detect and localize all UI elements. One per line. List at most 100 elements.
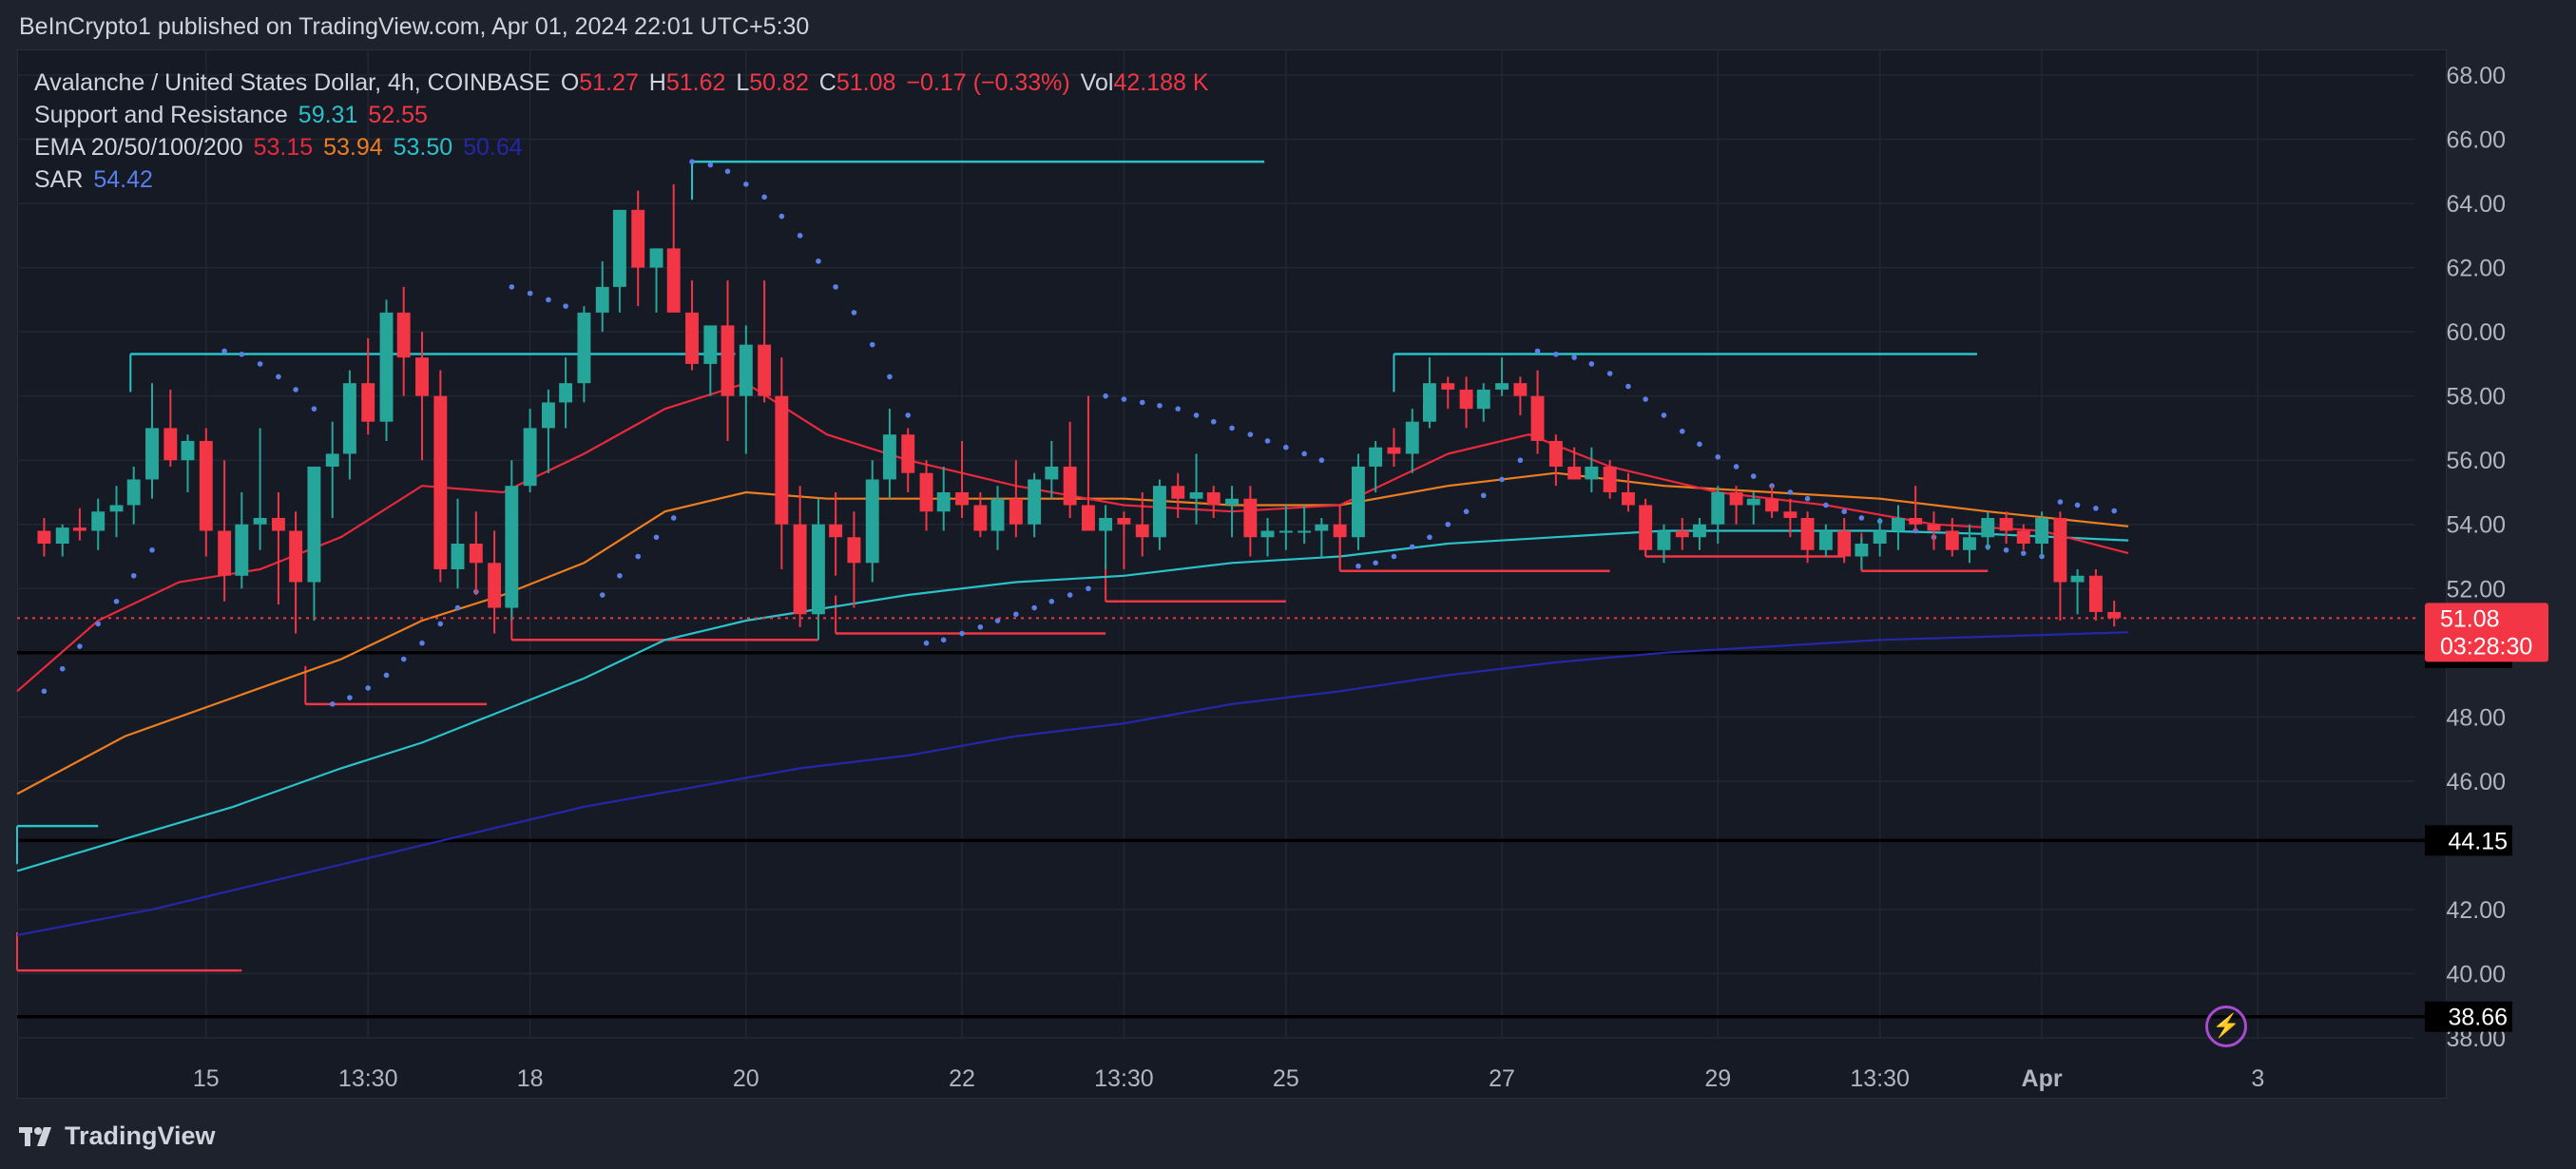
candle-body (973, 505, 988, 531)
sar-dot (1534, 348, 1541, 355)
candle-body (289, 530, 303, 583)
candle-body (307, 466, 321, 583)
sar-dot (1463, 508, 1470, 515)
x-tick-label: Apr (2022, 1065, 2063, 1092)
sar-dot (1823, 502, 1829, 508)
candle-body (1243, 498, 1258, 538)
candle-body (72, 527, 87, 531)
candle-body (1117, 517, 1131, 525)
sar-dot (670, 515, 677, 521)
x-tick-label: 13:30 (338, 1065, 398, 1092)
candle-body (758, 344, 772, 396)
x-tick-label: 29 (1704, 1065, 1731, 1092)
legend-sr-row[interactable]: Support and Resistance 59.31 52.55 (34, 99, 1213, 131)
sar-dot (311, 406, 317, 412)
sar-indicator-label: SAR (34, 166, 84, 193)
candle-body (612, 209, 626, 287)
sar-dot (1175, 406, 1182, 412)
candle-body (1459, 389, 1473, 410)
candle-body (55, 527, 69, 544)
x-tick-label: 13:30 (1094, 1065, 1154, 1092)
sar-dot (2020, 550, 2027, 556)
sar-dot (724, 168, 731, 175)
candle-body (685, 312, 699, 364)
sar-dot (1588, 361, 1595, 367)
ema200-value: 50.64 (463, 134, 523, 161)
candle-body (488, 563, 502, 608)
sar-dot (1355, 563, 1361, 569)
ema100-line (16, 529, 2129, 872)
ema200-line (16, 631, 2129, 936)
lightning-icon[interactable]: ⚡ (2205, 1006, 2247, 1047)
sr-value-support: 52.55 (368, 102, 428, 128)
sar-dot (1409, 544, 1415, 550)
legend-sar-row[interactable]: SAR 54.42 (34, 163, 1213, 196)
ema-indicator-label: EMA 20/50/100/200 (34, 134, 243, 161)
close-value: 51.08 (836, 69, 896, 96)
sar-dot (347, 695, 353, 700)
sar-dot (617, 572, 623, 579)
sar-dot (1247, 431, 1254, 437)
y-tick-label: 64.00 (2446, 191, 2506, 218)
sar-dot (1264, 438, 1271, 444)
candle-body (181, 440, 195, 461)
y-axis: 68.00 66.00 64.00 62.00 60.00 58.00 56.00 54.00… (2446, 63, 2506, 1052)
candle-body (1800, 517, 1815, 550)
tradingview-logo-icon (19, 1126, 51, 1146)
sar-dot (635, 553, 642, 560)
candle-body (325, 453, 339, 467)
y-tick-label: 48.00 (2446, 704, 2506, 731)
ema100-value: 53.50 (393, 134, 453, 161)
level-price-label: 38.66 (2448, 1005, 2508, 1031)
candle-body (1729, 491, 1743, 506)
candle-body (775, 395, 789, 525)
sar-dot (400, 656, 407, 662)
sar-dot (1499, 476, 1505, 483)
x-tick-label: 3 (2251, 1065, 2264, 1092)
sar-dot (2074, 502, 2081, 508)
sar-dot (1625, 383, 1631, 390)
candle-body (415, 357, 429, 396)
sar-dot (1103, 393, 1108, 399)
candle-body (523, 428, 537, 487)
sar-dots (41, 159, 2117, 707)
candle-body (126, 479, 141, 506)
sar-dot (1031, 604, 1037, 611)
candle-body (1081, 505, 1095, 531)
sar-dot (1067, 592, 1073, 598)
candle-body (1585, 466, 1599, 480)
candle-body (1099, 517, 1113, 531)
candle-body (218, 530, 232, 576)
candle-body (1260, 530, 1275, 538)
candle-body (1063, 466, 1077, 506)
sar-dot (1841, 508, 1847, 515)
candle-body (1405, 421, 1419, 454)
candle-body (1152, 486, 1166, 538)
legend-ema-row[interactable]: EMA 20/50/100/200 53.15 53.94 53.50 50.6… (34, 131, 1213, 163)
candle-body (1278, 530, 1293, 533)
sar-dot (1427, 534, 1432, 541)
sar-dot (2093, 506, 2099, 511)
footer-brand[interactable]: TradingView (19, 1121, 216, 1151)
open-value: 51.27 (579, 69, 639, 96)
candle-body (1548, 440, 1563, 467)
x-tick-label: 25 (1273, 1065, 1299, 1092)
candle-body (1622, 491, 1635, 506)
sar-dot (419, 640, 425, 646)
sar-dot (1804, 495, 1811, 502)
y-tick-label: 42.00 (2446, 897, 2506, 924)
candle-body (739, 344, 753, 396)
sar-dot (383, 672, 390, 679)
candle-body (1369, 447, 1383, 467)
sar-dot (1571, 355, 1577, 360)
sar-dot (113, 598, 120, 604)
candle-body (559, 383, 573, 403)
sar-dot (816, 259, 821, 264)
candle-body (1639, 505, 1653, 550)
candle-body (1315, 524, 1329, 531)
sar-dot (437, 621, 444, 627)
candle-body (1909, 517, 1923, 525)
high-value: 51.62 (665, 69, 726, 96)
y-tick-label: 52.00 (2446, 576, 2506, 603)
